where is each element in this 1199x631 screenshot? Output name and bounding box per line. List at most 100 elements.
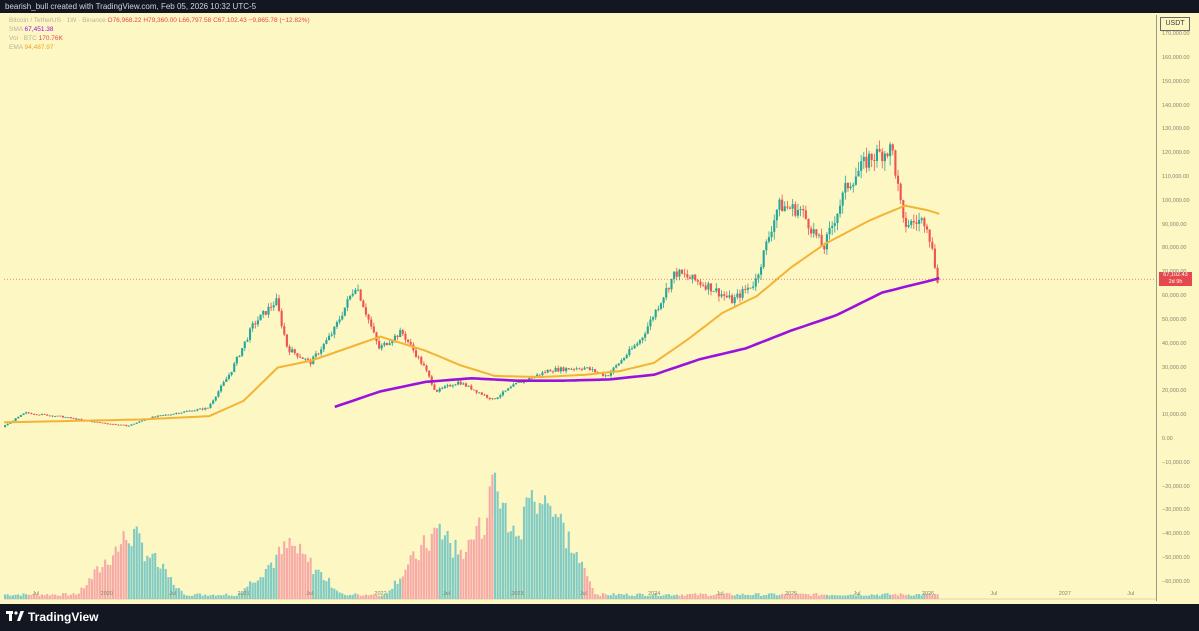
candle-body — [852, 184, 855, 187]
volume-bar — [486, 517, 489, 599]
currency-selector[interactable]: USDT — [1160, 17, 1190, 31]
x-tick-label: 2020 — [100, 591, 113, 597]
volume-bar — [6, 594, 9, 599]
volume-bar — [206, 595, 209, 599]
candle-body — [138, 421, 141, 423]
volume-bar — [180, 590, 183, 599]
candle-body — [607, 375, 610, 377]
volume-bar — [32, 593, 36, 599]
volume-bar — [54, 594, 57, 599]
volume-bar — [499, 508, 502, 599]
volume-bar — [90, 579, 94, 599]
candle-body — [301, 357, 304, 359]
ema-row[interactable]: EMA 94,487.97 — [9, 43, 310, 52]
candle-body — [712, 291, 715, 293]
volume-bar — [164, 569, 167, 599]
candle-body — [404, 333, 407, 340]
volume-bar — [436, 528, 439, 599]
volume-bar — [804, 593, 807, 599]
candle-body — [559, 367, 562, 372]
volume-bar — [736, 593, 739, 599]
volume-bar — [788, 594, 792, 599]
candle-body — [209, 403, 212, 408]
candle-body — [251, 323, 254, 329]
volume-bar — [470, 539, 473, 599]
volume-bar — [220, 595, 223, 599]
volume-bar — [596, 594, 599, 599]
candle-body — [378, 341, 381, 349]
candle-body — [117, 424, 120, 426]
candle-body — [77, 418, 80, 420]
candle-body — [222, 382, 225, 386]
candle-body — [67, 417, 70, 419]
volume-bar — [509, 531, 512, 599]
volume-bar — [104, 559, 107, 599]
volume-bar — [583, 567, 586, 599]
volume-bar — [191, 595, 194, 599]
volume-bar — [902, 594, 905, 599]
candle-body — [520, 382, 523, 383]
volume-bar — [256, 580, 259, 599]
candle-body — [765, 241, 768, 251]
candle-body — [112, 423, 115, 425]
volume-bar — [325, 581, 328, 599]
volume-bar — [678, 595, 681, 599]
candle-body — [383, 342, 386, 346]
candle-body — [367, 314, 370, 320]
candle-body — [204, 407, 207, 410]
volume-bar — [151, 553, 154, 599]
price-chart[interactable] — [4, 15, 1156, 601]
candle-body — [741, 289, 744, 298]
candle-body — [549, 370, 552, 372]
volume-bar — [825, 594, 828, 599]
candle-body — [649, 319, 652, 327]
volume-bar — [517, 535, 520, 599]
y-tick-label: 160,000.00 — [1162, 54, 1190, 61]
candle-body — [638, 340, 641, 344]
volume-row[interactable]: Vol · BTC 170.76K — [9, 34, 310, 43]
candle-body — [106, 423, 109, 425]
volume-bar — [122, 531, 125, 599]
candle-body — [799, 208, 802, 211]
candle-body — [541, 372, 544, 376]
volume-bar — [891, 594, 894, 599]
volume-bar — [604, 594, 607, 599]
volume-bar — [520, 539, 523, 599]
volume-bar — [810, 595, 813, 599]
sma-row[interactable]: SMA 67,451.38 — [9, 25, 310, 34]
candle-body — [612, 367, 615, 372]
candle-body — [478, 392, 481, 394]
candle-body — [591, 369, 594, 371]
candle-body — [438, 388, 441, 392]
volume-bar — [259, 577, 262, 599]
candle-body — [420, 356, 423, 364]
candle-body — [114, 424, 117, 425]
candle-body — [143, 420, 146, 421]
candle-body — [254, 323, 257, 325]
candle-body — [728, 295, 731, 298]
volume-bar — [504, 502, 507, 599]
volume-bar — [225, 593, 228, 599]
volume-bar — [586, 576, 589, 599]
candle-body — [796, 210, 799, 216]
candle-body — [833, 223, 836, 226]
plot-area[interactable] — [4, 15, 1157, 601]
volume-bar — [601, 593, 605, 599]
candle-body — [570, 368, 573, 370]
volume-bar — [667, 594, 670, 599]
candle-body — [283, 326, 286, 335]
candle-body — [35, 414, 38, 416]
volume-bar — [862, 595, 865, 599]
x-tick-label: 2025 — [785, 591, 798, 597]
volume-bar — [599, 595, 602, 599]
candle-body — [104, 422, 107, 424]
candle-body — [162, 415, 165, 416]
candle-body — [907, 225, 910, 227]
candle-body — [175, 413, 178, 414]
volume-bar — [738, 595, 742, 599]
chart-area[interactable]: Bitcoin / TetherUS · 1W · Binance O76,96… — [0, 13, 1199, 604]
candle-body — [14, 418, 17, 421]
candle-body — [625, 355, 628, 358]
candle-body — [912, 221, 915, 223]
tradingview-logo[interactable]: TradingView — [6, 610, 98, 625]
